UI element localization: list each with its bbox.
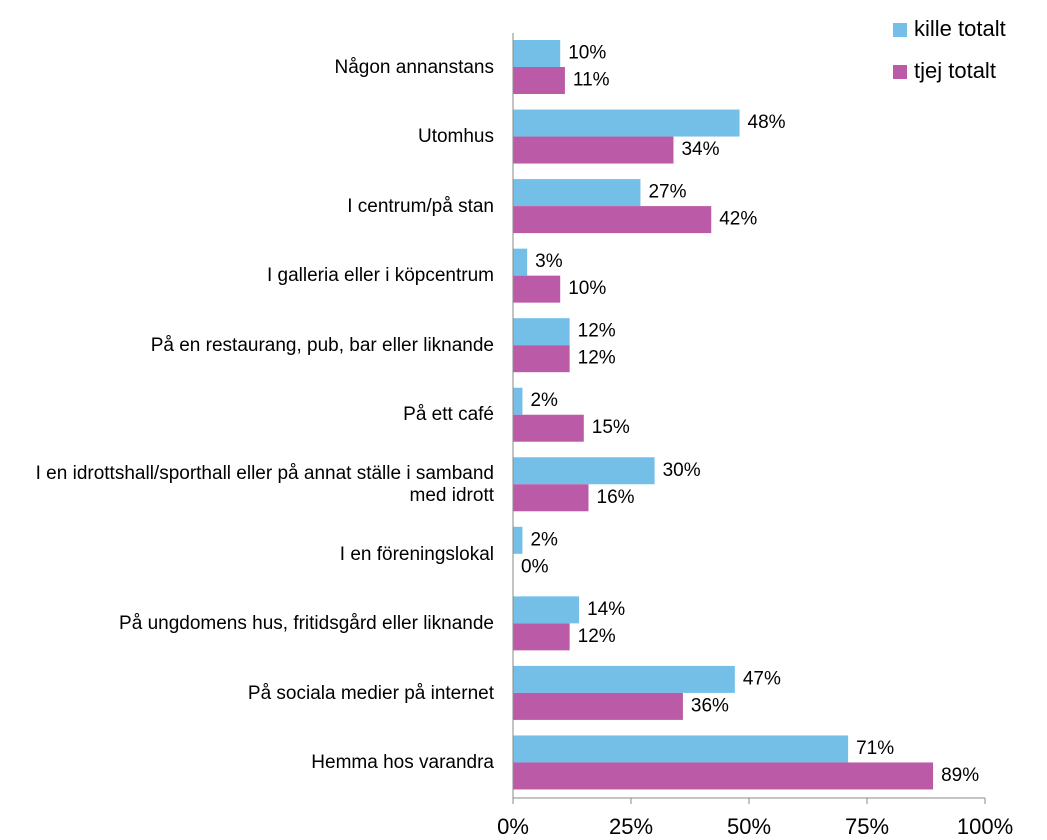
value-label: 14%: [587, 599, 625, 620]
value-label: 71%: [856, 738, 894, 759]
value-label: 10%: [568, 278, 606, 299]
value-label: 12%: [578, 348, 616, 369]
bar: [513, 109, 740, 137]
value-label: 0%: [521, 556, 549, 577]
bar: [513, 526, 523, 554]
category-label: Utomhus: [417, 126, 494, 148]
x-tick-label: 25%: [609, 814, 653, 839]
x-tick-label: 50%: [727, 814, 771, 839]
value-label: 11%: [573, 70, 610, 91]
bar: [513, 179, 641, 207]
value-label: 2%: [530, 529, 558, 550]
category-label: På en restaurang, pub, bar eller liknand…: [150, 334, 494, 356]
value-label: 36%: [691, 695, 729, 716]
x-tick-label: 100%: [957, 814, 1013, 839]
value-label: 42%: [719, 209, 757, 230]
bar: [513, 206, 712, 234]
bar: [513, 457, 655, 485]
category-label: Någon annanstans: [334, 56, 494, 78]
category-label: I en idrottshall/sporthall eller på anna…: [35, 463, 494, 507]
legend-label: tjej totalt: [914, 58, 996, 83]
bar: [513, 665, 735, 693]
value-label: 12%: [578, 626, 616, 647]
bar: [513, 318, 570, 346]
x-tick-label: 75%: [845, 814, 889, 839]
bar: [513, 692, 683, 720]
value-label: 34%: [681, 139, 719, 160]
value-label: 12%: [578, 321, 616, 342]
bar: [513, 136, 674, 164]
value-label: 47%: [743, 668, 781, 689]
category-label: I en föreningslokal: [339, 543, 494, 565]
value-label: 27%: [648, 182, 686, 203]
bar: [513, 248, 528, 276]
bar: [513, 345, 570, 373]
value-label: 3%: [535, 251, 563, 272]
value-label: 15%: [592, 417, 630, 438]
bar: [513, 623, 570, 651]
category-label: I galleria eller i köpcentrum: [266, 265, 494, 287]
value-label: 2%: [530, 390, 558, 411]
bar: [513, 414, 584, 442]
x-tick-label: 0%: [497, 814, 529, 839]
bar: [513, 596, 580, 624]
legend-label: kille totalt: [914, 16, 1006, 41]
category-label: På sociala medier på internet: [247, 682, 494, 704]
value-label: 30%: [663, 460, 701, 481]
value-label: 10%: [568, 43, 606, 64]
bar: [513, 484, 589, 512]
bar: [513, 387, 523, 415]
bar: [513, 67, 565, 94]
category-label: Hemma hos varandra: [311, 752, 494, 774]
bar: [513, 40, 561, 67]
bar: [513, 735, 849, 763]
value-label: 48%: [748, 112, 786, 133]
legend-swatch: [893, 23, 907, 37]
category-label: På ett café: [403, 404, 494, 426]
legend-swatch: [893, 65, 907, 79]
value-label: 16%: [597, 487, 635, 508]
value-label: 89%: [941, 765, 979, 786]
category-label: På ungdomens hus, fritidsgård eller likn…: [119, 613, 494, 635]
category-label: I centrum/på stan: [347, 195, 494, 217]
bar: [513, 762, 934, 790]
bar: [513, 275, 561, 303]
